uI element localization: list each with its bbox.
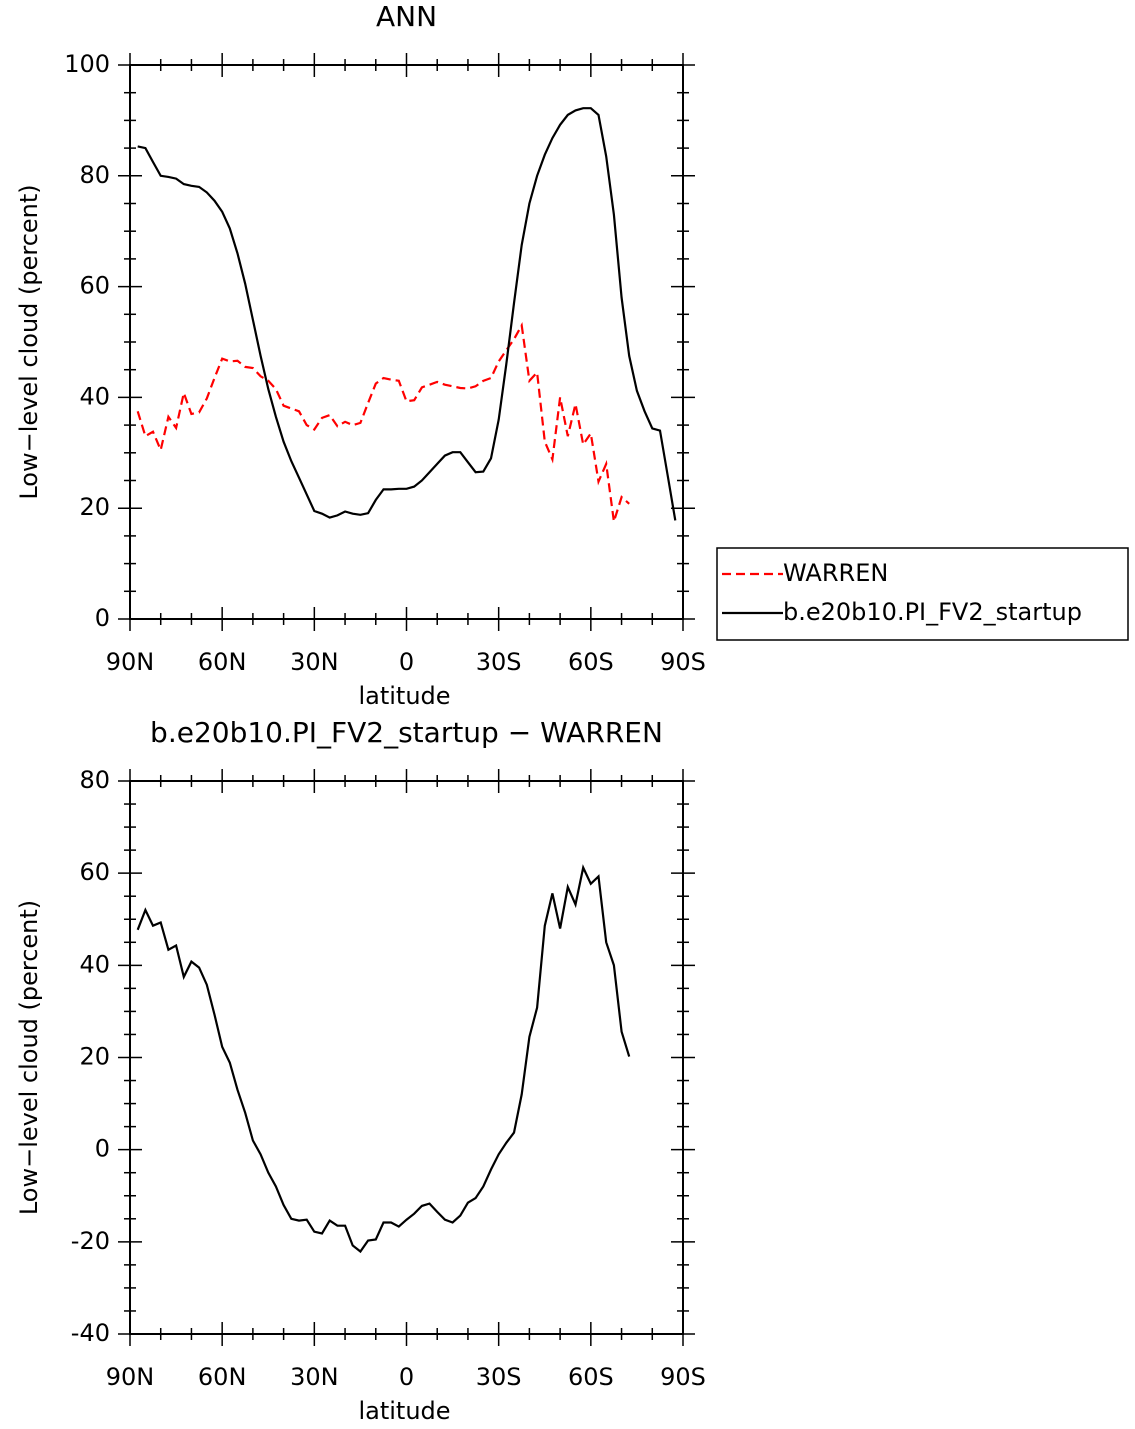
x-tick-label: 60N bbox=[198, 1363, 247, 1391]
x-tick-label: 0 bbox=[399, 1363, 414, 1391]
x-tick-label: 90N bbox=[106, 1363, 155, 1391]
legend-label: b.e20b10.PI_FV2_startup bbox=[783, 598, 1082, 626]
x-tick-label: 60S bbox=[568, 1363, 614, 1391]
y-tick-label: 100 bbox=[64, 50, 110, 78]
y-tick-label: 20 bbox=[79, 1043, 110, 1071]
chart-title: ANN bbox=[376, 0, 437, 33]
data-line bbox=[136, 321, 630, 522]
x-axis-label: latitude bbox=[358, 682, 450, 710]
x-tick-label: 90S bbox=[660, 648, 706, 676]
y-tick-label: 40 bbox=[79, 382, 110, 410]
legend-label: WARREN bbox=[783, 559, 888, 587]
x-axis-label: latitude bbox=[358, 1397, 450, 1425]
x-tick-label: 90S bbox=[660, 1363, 706, 1391]
y-tick-label: 0 bbox=[95, 1135, 110, 1163]
chart-title: b.e20b10.PI_FV2_startup − WARREN bbox=[150, 716, 663, 749]
x-tick-label: 60S bbox=[568, 648, 614, 676]
y-tick-label: 40 bbox=[79, 950, 110, 978]
plot-frame bbox=[129, 780, 684, 1335]
y-axis-label: Low−level cloud (percent) bbox=[15, 184, 43, 499]
y-tick-label: -20 bbox=[71, 1227, 110, 1255]
y-axis-label: Low−level cloud (percent) bbox=[15, 900, 43, 1215]
x-tick-label: 30N bbox=[290, 1363, 339, 1391]
x-tick-label: 0 bbox=[399, 648, 414, 676]
y-tick-label: 80 bbox=[79, 766, 110, 794]
legend-box bbox=[716, 547, 1129, 641]
y-tick-label: 60 bbox=[79, 858, 110, 886]
y-tick-label: 60 bbox=[79, 272, 110, 300]
y-tick-label: -40 bbox=[71, 1319, 110, 1347]
x-tick-label: 90N bbox=[106, 648, 155, 676]
x-tick-label: 30N bbox=[290, 648, 339, 676]
x-tick-label: 60N bbox=[198, 648, 247, 676]
y-tick-label: 0 bbox=[95, 604, 110, 632]
x-tick-label: 30S bbox=[476, 1363, 522, 1391]
y-tick-label: 80 bbox=[79, 161, 110, 189]
y-tick-label: 20 bbox=[79, 493, 110, 521]
x-tick-label: 30S bbox=[476, 648, 522, 676]
data-line bbox=[137, 107, 677, 521]
plot-frame bbox=[129, 64, 684, 620]
data-line bbox=[136, 864, 631, 1254]
